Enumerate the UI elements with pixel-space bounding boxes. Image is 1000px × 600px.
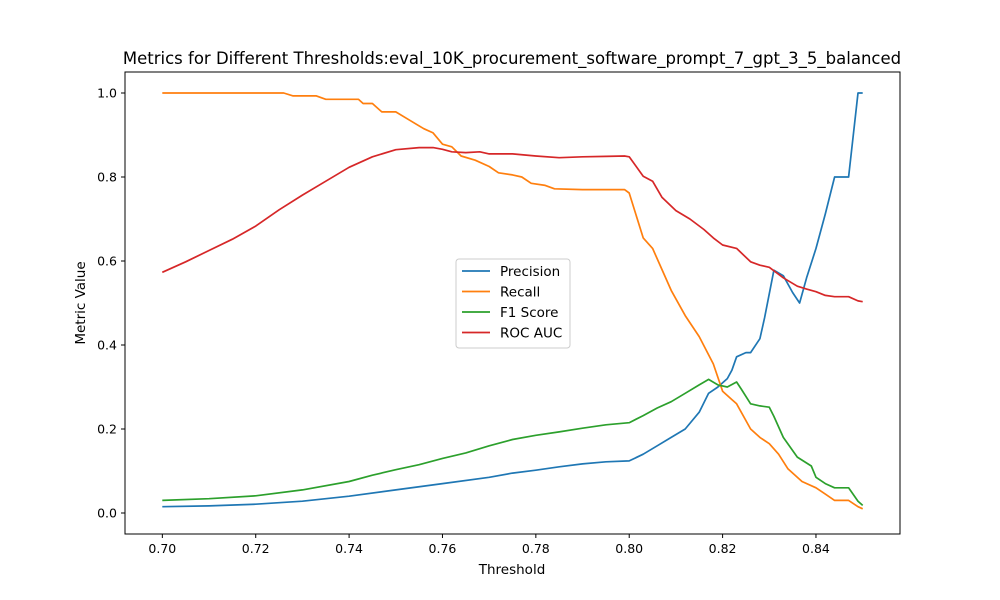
x-tick-label: 0.74: [335, 541, 363, 556]
x-tick-label: 0.70: [148, 541, 176, 556]
series-line-precision: [162, 92, 863, 508]
series-line-recall: [162, 92, 864, 510]
y-axis: 0.0 0.2 0.4 0.6 0.8 1.0: [97, 86, 125, 521]
legend-label-recall: Recall: [500, 285, 540, 301]
series-line-f1-score: [162, 378, 864, 507]
x-tick-label: 0.84: [802, 541, 830, 556]
chart-title: Metrics for Different Thresholds:eval_10…: [123, 49, 901, 69]
y-tick-label: 0.2: [97, 422, 117, 437]
legend: Precision Recall F1 Score ROC AUC: [455, 258, 571, 349]
x-tick-label: 0.82: [709, 541, 737, 556]
series-line-roc-auc: [161, 146, 863, 303]
legend-label-f1-score: F1 Score: [500, 305, 558, 321]
y-tick-label: 0.4: [97, 338, 117, 353]
x-tick-label: 0.72: [242, 541, 270, 556]
x-tick-label: 0.80: [615, 541, 643, 556]
x-tick-label: 0.78: [522, 541, 550, 556]
x-axis: 0.70 0.72 0.74 0.76 0.78 0.80 0.82 0.84: [148, 534, 830, 556]
y-tick-label: 0.8: [97, 170, 117, 185]
plot-area-frame: [124, 71, 901, 535]
x-tick-label: 0.76: [429, 541, 457, 556]
legend-label-roc-auc: ROC AUC: [500, 326, 562, 342]
y-tick-label: 1.0: [97, 86, 117, 101]
y-axis-label: Metric Value: [73, 261, 89, 344]
y-tick-label: 0.0: [97, 506, 117, 521]
legend-box: [455, 258, 571, 349]
y-tick-label: 0.6: [97, 254, 117, 269]
series-lines: [161, 92, 864, 510]
legend-label-precision: Precision: [500, 264, 560, 280]
x-axis-label: Threshold: [478, 562, 546, 578]
